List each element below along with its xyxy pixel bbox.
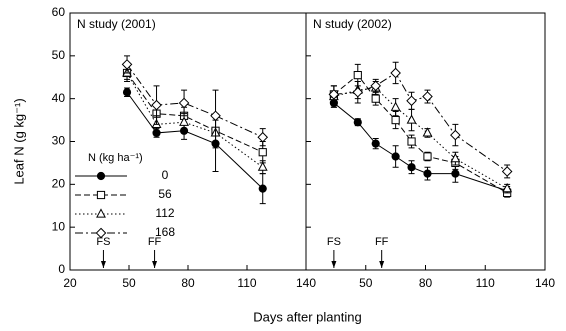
marker [257, 161, 268, 171]
legend-title: N (kg ha⁻¹) [88, 152, 143, 164]
x-tick-label: 140 [535, 276, 555, 290]
marker [390, 67, 401, 79]
annotation: FF [375, 236, 389, 248]
x-tick-label: 110 [237, 276, 256, 290]
legend-marker [96, 171, 106, 181]
panel-title: N study (2001) [77, 17, 156, 31]
marker [502, 182, 513, 193]
marker [423, 152, 432, 161]
marker [178, 97, 190, 109]
panel-title: N study (2002) [313, 17, 392, 31]
marker [406, 95, 417, 107]
y-tick-label: 10 [52, 219, 66, 233]
annotation: FS [96, 236, 110, 248]
marker [352, 86, 364, 98]
series-line [333, 102, 508, 192]
marker [371, 139, 380, 148]
marker [450, 152, 461, 163]
x-tick-label: 140 [296, 276, 316, 290]
arrow-head [152, 261, 158, 268]
marker [391, 115, 400, 125]
legend-label: 112 [155, 206, 174, 220]
legend-label: 0 [162, 168, 169, 182]
series-line [126, 64, 263, 138]
marker [391, 152, 400, 161]
legend-marker [96, 190, 106, 200]
series-line [333, 87, 508, 190]
marker [353, 71, 362, 80]
y-tick-label: 0 [58, 262, 65, 276]
marker [328, 89, 340, 100]
y-tick-label: 40 [52, 91, 66, 105]
series-line [126, 72, 263, 153]
marker [407, 137, 416, 146]
marker [258, 184, 267, 193]
marker [450, 129, 461, 141]
marker [122, 88, 132, 97]
marker [257, 131, 269, 143]
y-tick-label: 50 [52, 48, 66, 62]
x-tick-label: 20 [63, 276, 77, 290]
x-tick-label: 80 [419, 276, 433, 290]
arrow-head [100, 261, 106, 268]
annotation: FS [327, 236, 341, 248]
arrow-head [379, 261, 385, 268]
arrow-head [331, 261, 337, 268]
x-tick-label: 110 [476, 276, 495, 290]
x-tick-label: 50 [122, 276, 136, 290]
marker [258, 148, 267, 157]
marker [407, 163, 416, 172]
x-tick-label: 50 [359, 276, 373, 290]
marker [151, 99, 162, 111]
legend-marker [96, 208, 106, 218]
marker [423, 169, 432, 178]
annotation: FF [148, 236, 162, 248]
series-line [126, 91, 264, 189]
y-tick-label: 60 [52, 5, 66, 19]
marker [406, 114, 417, 124]
marker [210, 110, 221, 122]
x-tick-label: 80 [181, 276, 195, 290]
y-tick-label: 30 [52, 134, 66, 148]
marker [370, 80, 382, 92]
marker [371, 94, 380, 103]
marker [353, 118, 362, 127]
y-axis-label: Leaf N (g kg⁻¹) [11, 98, 26, 184]
marker [179, 116, 189, 126]
legend-label: 168 [155, 225, 175, 239]
marker [422, 127, 433, 137]
marker [501, 166, 513, 177]
plot-frame [305, 12, 546, 271]
y-tick-label: 20 [52, 177, 66, 191]
series-line [333, 74, 508, 194]
marker [390, 101, 401, 111]
plot-frame [69, 12, 307, 271]
legend-marker [95, 227, 107, 239]
marker [451, 169, 460, 178]
marker [121, 59, 133, 70]
marker [422, 91, 433, 102]
legend-label: 56 [158, 187, 172, 201]
x-axis-label: Days after planting [253, 309, 361, 324]
